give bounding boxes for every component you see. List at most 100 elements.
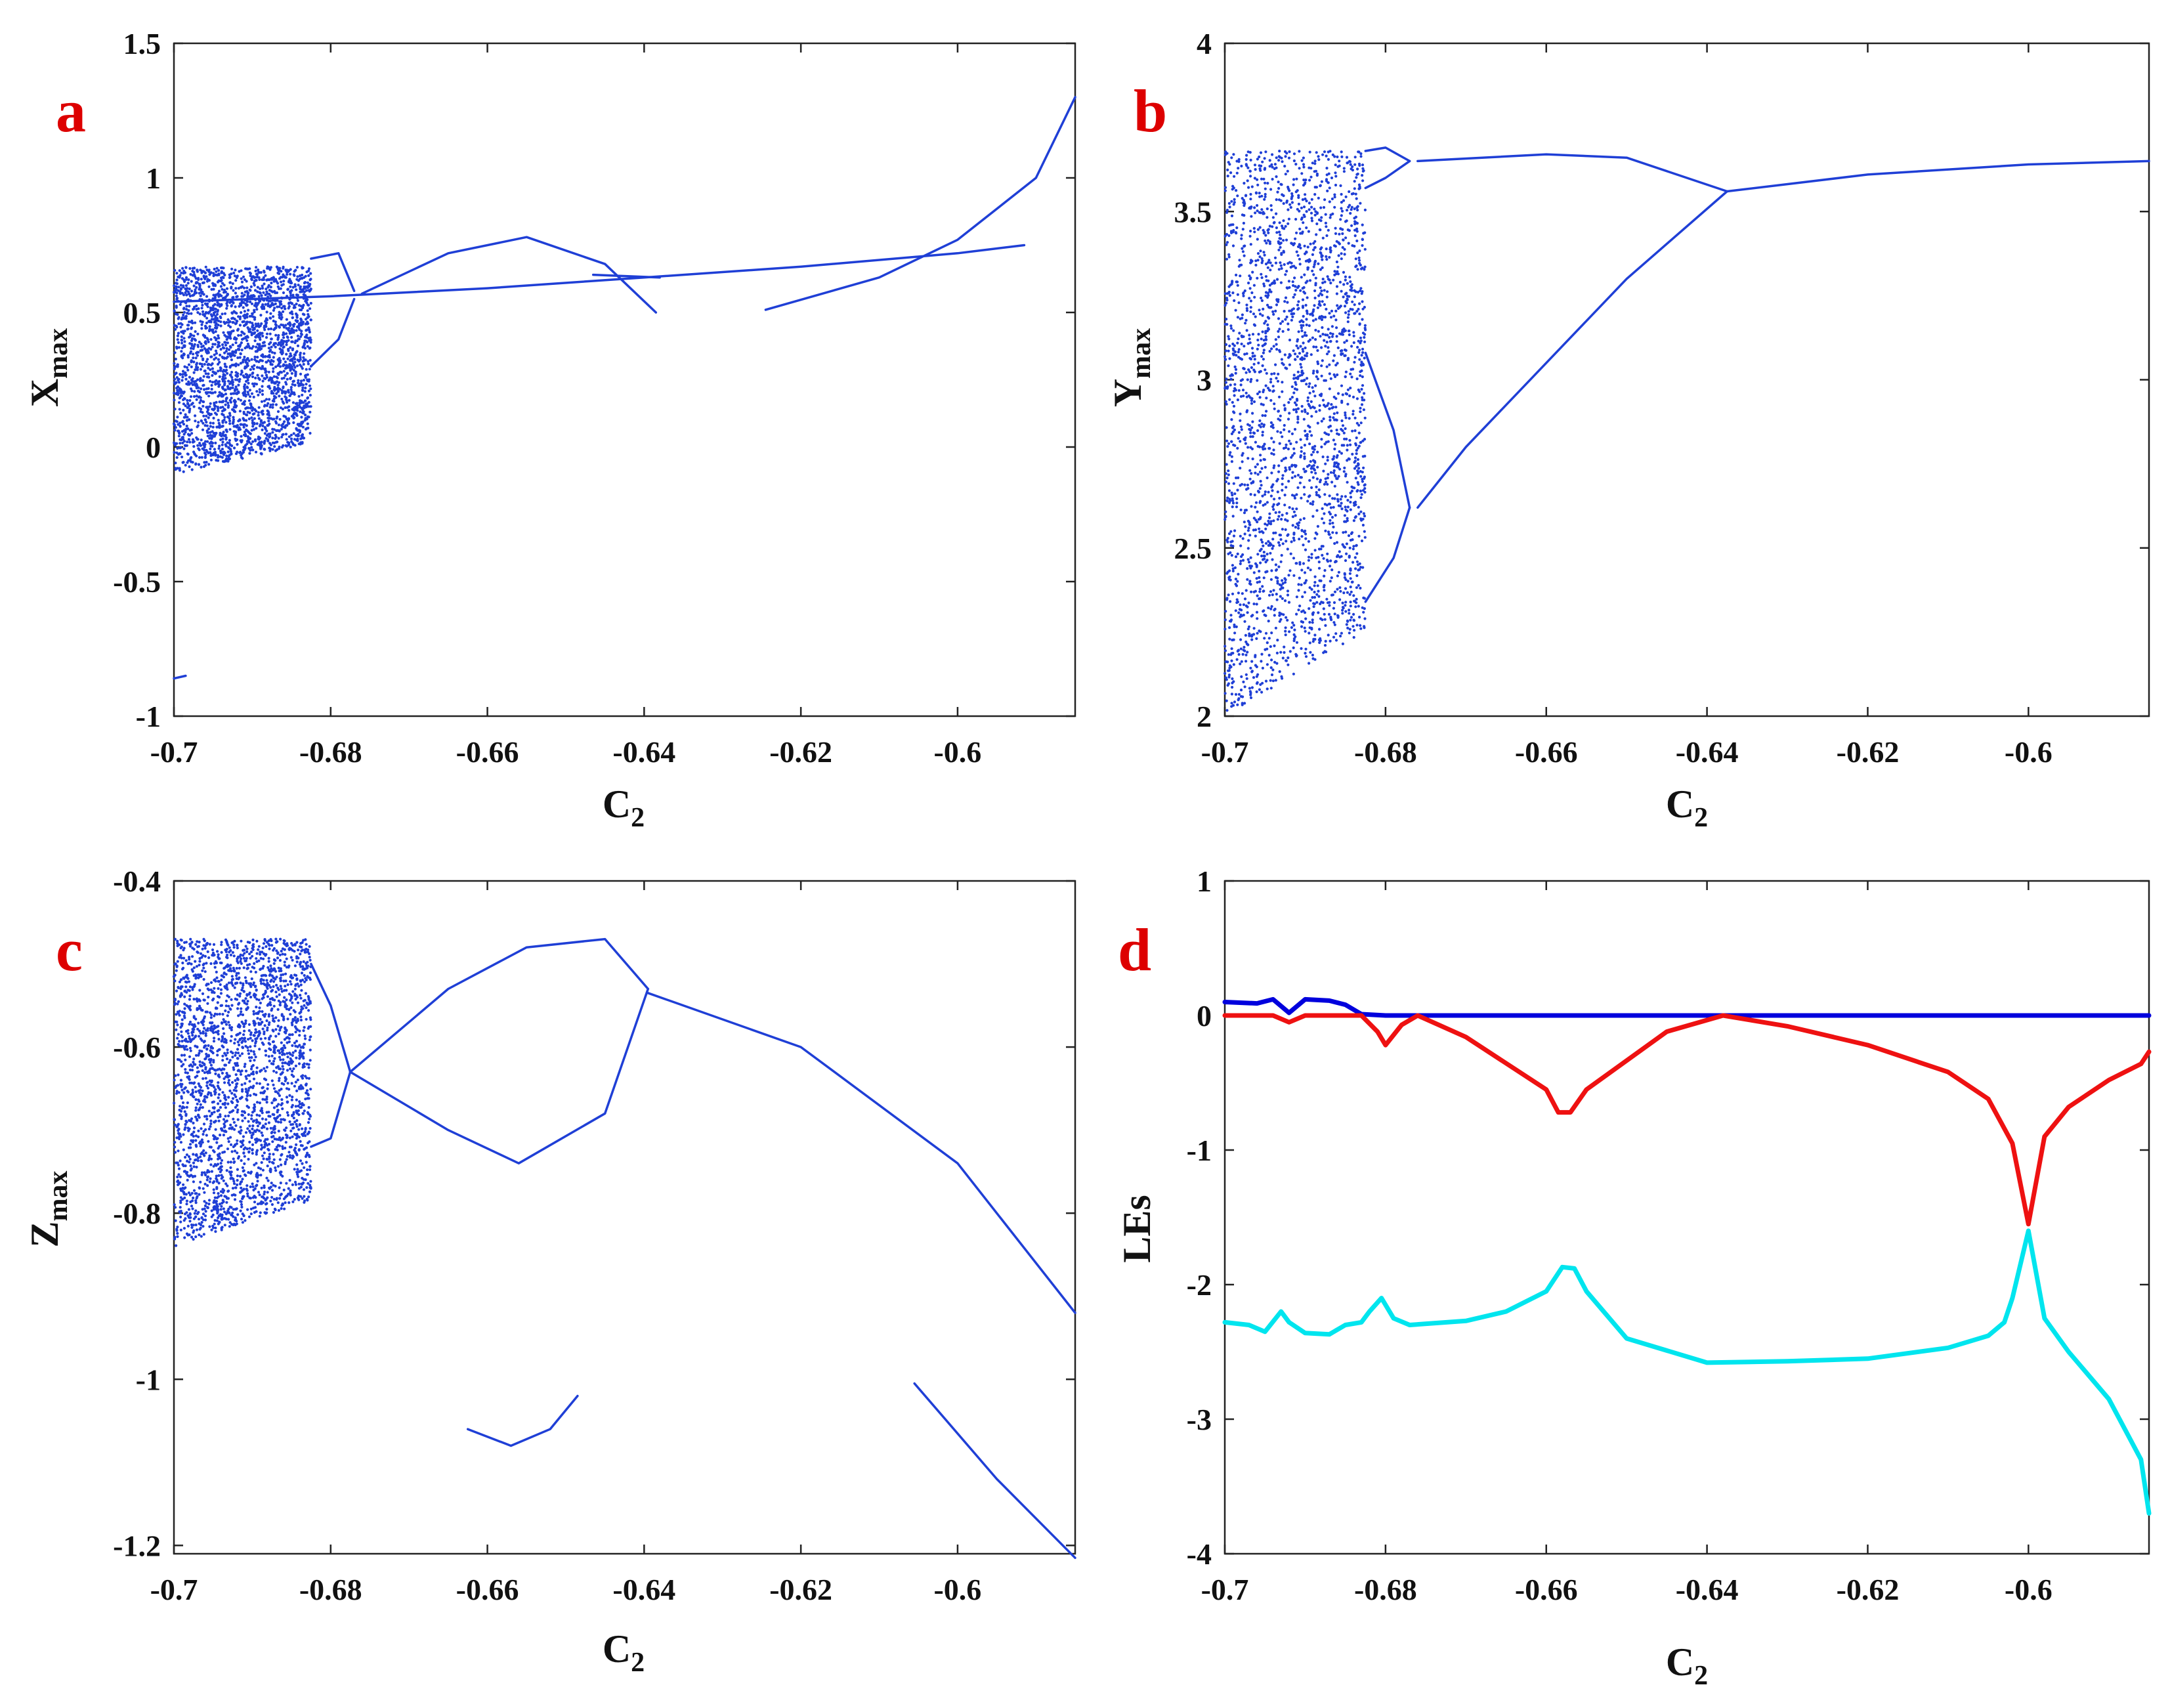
chaotic-point	[211, 282, 215, 285]
chaotic-point	[247, 359, 251, 362]
chaotic-point	[266, 355, 270, 358]
chaotic-point	[175, 387, 179, 390]
chaotic-point	[309, 272, 312, 275]
chaotic-point	[1343, 514, 1346, 517]
chaotic-point	[1357, 462, 1360, 465]
chaotic-point	[251, 409, 254, 412]
chaotic-point	[1357, 444, 1361, 448]
chaotic-point	[1292, 152, 1296, 156]
chaotic-point	[1343, 341, 1346, 344]
chaotic-point	[216, 301, 219, 304]
chaotic-point	[1275, 231, 1279, 234]
chaotic-point	[197, 396, 200, 399]
chaotic-point	[261, 428, 264, 432]
chaotic-point	[1242, 613, 1245, 617]
chaotic-point	[1293, 293, 1296, 296]
chaotic-point	[1360, 403, 1364, 406]
chaotic-point	[253, 417, 256, 420]
chaotic-point	[1248, 477, 1252, 480]
chaotic-point	[1266, 387, 1270, 390]
chaotic-point	[234, 437, 237, 440]
chaotic-point	[1237, 611, 1241, 614]
chaotic-point	[282, 433, 285, 436]
chaotic-point	[236, 274, 239, 278]
chaotic-point	[234, 410, 237, 414]
chaotic-point	[1297, 300, 1300, 303]
chaotic-point	[243, 430, 246, 434]
chaotic-point	[1241, 460, 1244, 463]
chaotic-point	[1350, 208, 1353, 211]
chaotic-point	[1310, 434, 1313, 437]
chaotic-point	[298, 429, 301, 433]
chaotic-point	[1281, 435, 1284, 438]
chaotic-point	[203, 418, 207, 421]
chaotic-point	[1261, 431, 1264, 434]
chaotic-point	[1319, 206, 1323, 209]
chaotic-point	[1318, 579, 1321, 582]
chaotic-point	[186, 324, 190, 327]
chaotic-point	[1256, 183, 1260, 186]
chaotic-point	[230, 267, 234, 270]
chaotic-point	[277, 333, 280, 337]
chaotic-point	[230, 358, 233, 362]
chaotic-point	[284, 444, 287, 447]
chaotic-point	[234, 406, 238, 409]
chaotic-point	[209, 313, 213, 316]
chaotic-point	[1361, 169, 1365, 173]
chaotic-point	[1266, 641, 1269, 645]
chaotic-point	[274, 345, 277, 349]
chaotic-point	[1306, 246, 1309, 249]
chaotic-point	[1349, 605, 1352, 608]
chaotic-point	[200, 323, 203, 326]
chaotic-point	[182, 398, 185, 402]
chaotic-point	[212, 331, 215, 334]
chaotic-point	[1250, 215, 1253, 218]
chaotic-point	[204, 372, 207, 375]
chaotic-point	[1293, 496, 1296, 500]
chaotic-point	[1275, 662, 1279, 665]
chaotic-point	[1290, 265, 1294, 268]
chaotic-point	[225, 430, 228, 433]
chaotic-point	[297, 395, 301, 398]
chaotic-point	[1320, 254, 1323, 257]
chaotic-point	[232, 295, 235, 299]
chaotic-point	[1315, 370, 1319, 374]
chaotic-point	[1359, 287, 1363, 290]
chaotic-point	[1230, 652, 1233, 655]
chaotic-point	[1311, 386, 1314, 389]
chaotic-point	[1359, 421, 1363, 425]
chaotic-point	[1239, 662, 1242, 666]
chaotic-point	[1351, 300, 1354, 303]
chaotic-point	[1340, 201, 1343, 204]
chaotic-point	[1336, 616, 1340, 619]
chaotic-point	[1277, 248, 1281, 251]
chaotic-point	[1357, 471, 1360, 475]
chaotic-point	[1225, 241, 1229, 244]
chaotic-point	[289, 377, 292, 381]
chaotic-point	[1251, 270, 1254, 274]
chaotic-point	[289, 268, 292, 271]
chaotic-point	[256, 329, 259, 332]
chaotic-point	[1300, 366, 1303, 369]
chaotic-point	[299, 321, 303, 324]
chaotic-point	[194, 282, 198, 285]
chaotic-point	[224, 433, 227, 437]
chaotic-point	[1276, 503, 1279, 507]
chaotic-point	[1349, 387, 1352, 390]
chaotic-point	[1248, 469, 1252, 472]
chaotic-point	[1356, 446, 1359, 450]
chaotic-point	[254, 269, 257, 272]
chaotic-point	[306, 378, 309, 381]
chaotic-point	[1223, 292, 1227, 295]
chaotic-point	[1227, 489, 1231, 492]
chaotic-point	[1256, 158, 1259, 161]
chaotic-point	[1250, 686, 1254, 689]
chaotic-point	[231, 378, 234, 381]
chaotic-point	[1308, 382, 1311, 385]
chaotic-point	[266, 286, 270, 289]
chaotic-point	[1276, 379, 1280, 383]
chaotic-point	[268, 385, 271, 388]
chaotic-point	[297, 434, 300, 438]
chaotic-point	[1334, 406, 1338, 409]
chaotic-point	[177, 401, 181, 404]
